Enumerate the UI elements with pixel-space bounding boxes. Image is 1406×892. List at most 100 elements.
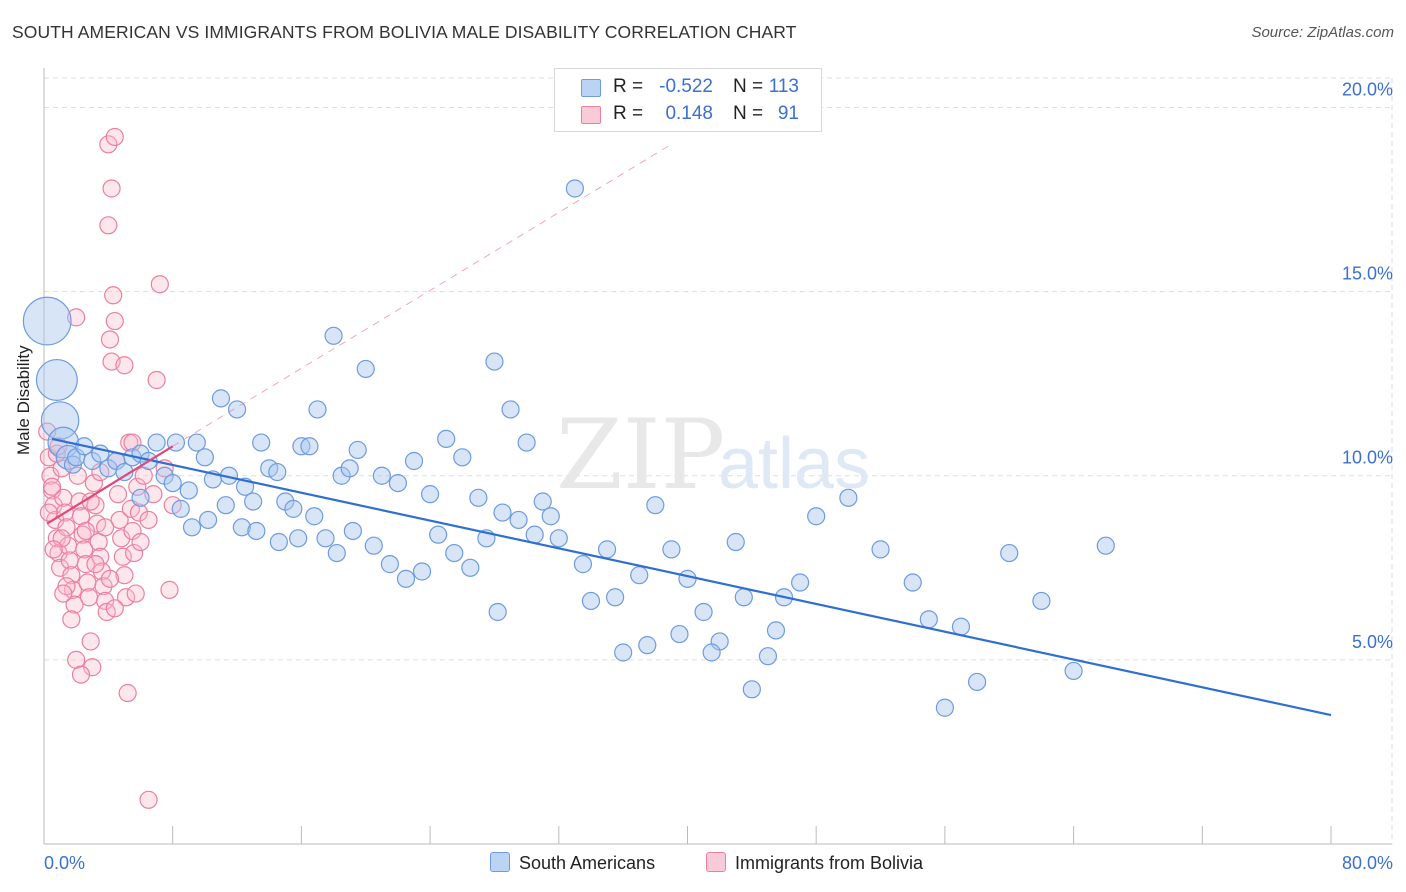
bolivia-point <box>54 584 73 603</box>
axis-layer <box>43 68 1392 845</box>
south-american-point <box>919 610 938 629</box>
south-american-point <box>131 488 150 507</box>
south-american-point <box>40 401 80 440</box>
bottom-legend-label: South Americans <box>519 853 656 873</box>
bottom-legend-swatch-blue <box>490 852 510 872</box>
bottom-legend-south-americans: South Americans <box>490 852 655 874</box>
south-american-point <box>967 672 987 692</box>
south-american-point <box>488 602 507 622</box>
bolivia-point <box>75 540 94 559</box>
correlation-legend: R = -0.522 N = 113 R = 0.148 N = 91 <box>554 68 822 132</box>
bolivia-point <box>76 555 95 574</box>
south-american-point <box>269 532 288 552</box>
bolivia-point <box>94 577 113 596</box>
bottom-legend-bolivia: Immigrants from Bolivia <box>706 852 923 874</box>
south-american-point <box>182 518 202 537</box>
south-american-point <box>791 573 810 592</box>
south-american-point <box>340 459 359 478</box>
south-american-point <box>198 510 218 530</box>
bolivia-point <box>110 510 129 530</box>
south-american-point <box>501 400 520 419</box>
south-american-point <box>268 462 287 482</box>
south-american-point <box>662 540 681 559</box>
south-american-point <box>903 573 922 592</box>
bolivia-point <box>112 529 131 548</box>
south-american-point <box>493 503 512 522</box>
grid-layer <box>44 77 1393 844</box>
bolivia-point <box>150 275 169 294</box>
south-american-point <box>348 440 367 460</box>
south-american-point <box>573 555 593 574</box>
y-tick-label: 10.0% <box>1342 448 1393 468</box>
bolivia-point <box>139 790 158 809</box>
bolivia-point <box>50 558 70 577</box>
bolivia-point <box>99 135 118 154</box>
bolivia-trend-extension <box>172 143 672 447</box>
south-american-point <box>638 636 657 655</box>
south-american-point <box>1096 536 1115 555</box>
south-american-point <box>469 488 488 507</box>
legend-n-label: N = <box>733 76 764 97</box>
south-american-point <box>305 507 324 526</box>
source-credit: Source: ZipAtlas.com <box>1251 24 1394 41</box>
bolivia-point <box>128 477 147 496</box>
bolivia-point <box>71 507 91 526</box>
bolivia-point <box>42 477 62 496</box>
bolivia-point <box>99 216 118 235</box>
south-american-point <box>179 481 198 500</box>
bolivia-point <box>52 459 71 478</box>
legend-r-label: R = <box>613 103 644 124</box>
south-american-point <box>606 588 625 607</box>
bolivia-point <box>102 179 121 198</box>
watermark: ZIP atlas <box>556 399 870 511</box>
south-american-point <box>388 473 408 493</box>
bolivia-point <box>116 588 136 607</box>
bolivia-point <box>86 555 105 574</box>
south-american-point <box>453 448 472 467</box>
south-american-point <box>565 179 584 198</box>
south-american-point <box>404 451 424 471</box>
south-american-point <box>839 488 858 507</box>
bolivia-point <box>105 127 124 147</box>
south-american-point <box>614 643 633 662</box>
south-american-point <box>766 621 786 640</box>
bolivia-point <box>113 547 132 566</box>
south-american-point <box>289 529 308 548</box>
south-american-point <box>871 540 890 559</box>
south-american-point <box>343 521 362 541</box>
legend-n-label: N = <box>733 103 764 124</box>
south-american-point <box>429 525 448 544</box>
bolivia-point <box>126 584 145 603</box>
bolivia-point <box>160 580 179 599</box>
south-american-point <box>734 588 753 607</box>
bolivia-point <box>104 286 123 305</box>
south-american-point <box>324 326 343 345</box>
south-american-point <box>147 433 166 452</box>
bolivia-point <box>57 518 76 537</box>
south-american-point <box>187 433 206 452</box>
south-american-point <box>396 569 416 588</box>
bolivia-point <box>100 569 120 588</box>
south-american-point <box>232 518 251 537</box>
south-american-point <box>252 433 271 452</box>
bolivia-point <box>129 503 149 522</box>
south-american-point <box>1032 591 1051 611</box>
y-tick-label: 15.0% <box>1342 264 1393 284</box>
bolivia-point <box>134 466 153 485</box>
bolivia-point <box>62 610 81 629</box>
south-american-point <box>630 566 649 585</box>
south-american-point <box>694 602 713 622</box>
south-american-point <box>171 499 190 518</box>
bolivia-point <box>79 588 99 607</box>
y-axis-label: Male Disability <box>14 345 33 455</box>
south-american-point <box>670 624 689 644</box>
trend-lines <box>46 143 1332 717</box>
bolivia-point <box>65 595 84 614</box>
south-american-point <box>412 562 432 581</box>
south-american-point <box>22 296 72 346</box>
bolivia-point <box>81 632 100 651</box>
bolivia-point <box>84 473 103 493</box>
chart-title: SOUTH AMERICAN VS IMMIGRANTS FROM BOLIVI… <box>12 22 797 42</box>
watermark-zip: ZIP <box>556 399 725 511</box>
bolivia-point <box>76 521 95 541</box>
